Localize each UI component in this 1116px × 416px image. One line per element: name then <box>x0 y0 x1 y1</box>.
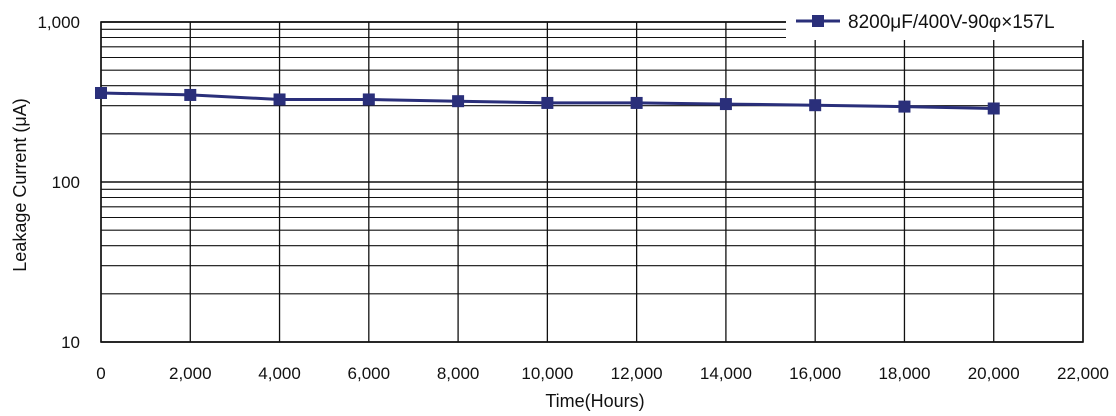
grid <box>100 21 1084 343</box>
x-tick-label: 2,000 <box>169 364 212 383</box>
x-axis-title: Time(Hours) <box>545 391 644 411</box>
series-layer <box>95 86 1000 115</box>
series-marker <box>898 100 911 113</box>
legend-label: 8200μF/400V-90φ×157L <box>848 12 1055 33</box>
y-tick-label: 1,000 <box>37 13 80 32</box>
series-marker <box>184 88 197 101</box>
y-tick-label: 10 <box>61 333 80 352</box>
legend-background <box>786 6 1108 40</box>
tick-labels: 0 2,000 4,000 6,000 8,000 10,000 12,000 14,000 1… <box>37 13 1109 383</box>
x-tick-label: 14,000 <box>700 364 752 383</box>
x-tick-label: 10,000 <box>521 364 573 383</box>
series-marker <box>362 93 375 106</box>
x-tick-label: 18,000 <box>878 364 930 383</box>
x-tick-label: 12,000 <box>611 364 663 383</box>
plot-frame <box>100 21 1084 343</box>
series-marker <box>273 93 286 106</box>
series-marker <box>95 86 107 99</box>
x-tick-label: 4,000 <box>258 364 301 383</box>
x-tick-label: 8,000 <box>437 364 480 383</box>
series-marker <box>541 96 554 109</box>
x-tick-label: 22,000 <box>1057 364 1109 383</box>
series-marker <box>719 98 732 111</box>
x-tick-label: 6,000 <box>348 364 391 383</box>
series-marker <box>452 95 465 108</box>
y-axis-title: Leakage Current (μA) <box>10 98 30 271</box>
series-marker <box>630 96 643 109</box>
x-tick-label: 20,000 <box>968 364 1020 383</box>
series-marker <box>809 99 822 112</box>
legend: 8200μF/400V-90φ×157L <box>786 6 1108 40</box>
x-tick-label: 0 <box>96 364 105 383</box>
series-marker <box>987 102 1000 115</box>
x-tick-label: 16,000 <box>789 364 841 383</box>
y-tick-label: 100 <box>52 173 80 192</box>
legend-marker-swatch <box>812 15 824 27</box>
